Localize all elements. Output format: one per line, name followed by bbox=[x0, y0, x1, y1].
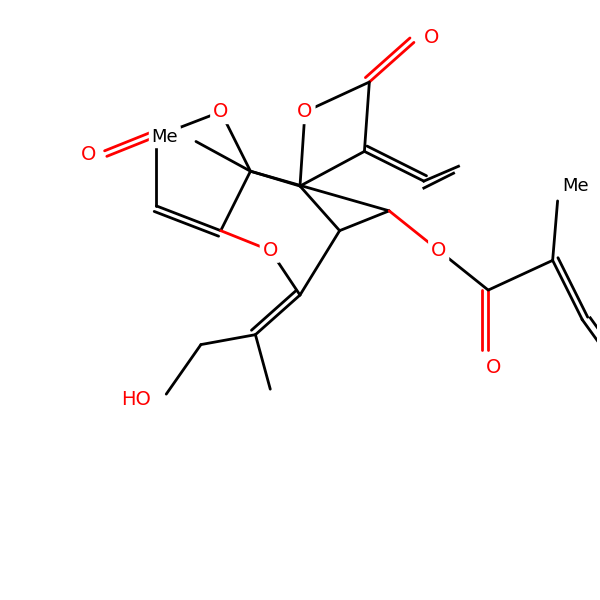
Text: Me: Me bbox=[152, 128, 178, 146]
Text: O: O bbox=[431, 241, 446, 260]
Text: O: O bbox=[297, 102, 313, 121]
Text: Me: Me bbox=[563, 177, 589, 195]
Text: O: O bbox=[263, 241, 278, 260]
Text: O: O bbox=[213, 102, 229, 121]
Text: O: O bbox=[485, 358, 501, 377]
Text: HO: HO bbox=[122, 389, 151, 409]
Text: O: O bbox=[81, 145, 97, 164]
Text: O: O bbox=[424, 28, 439, 47]
